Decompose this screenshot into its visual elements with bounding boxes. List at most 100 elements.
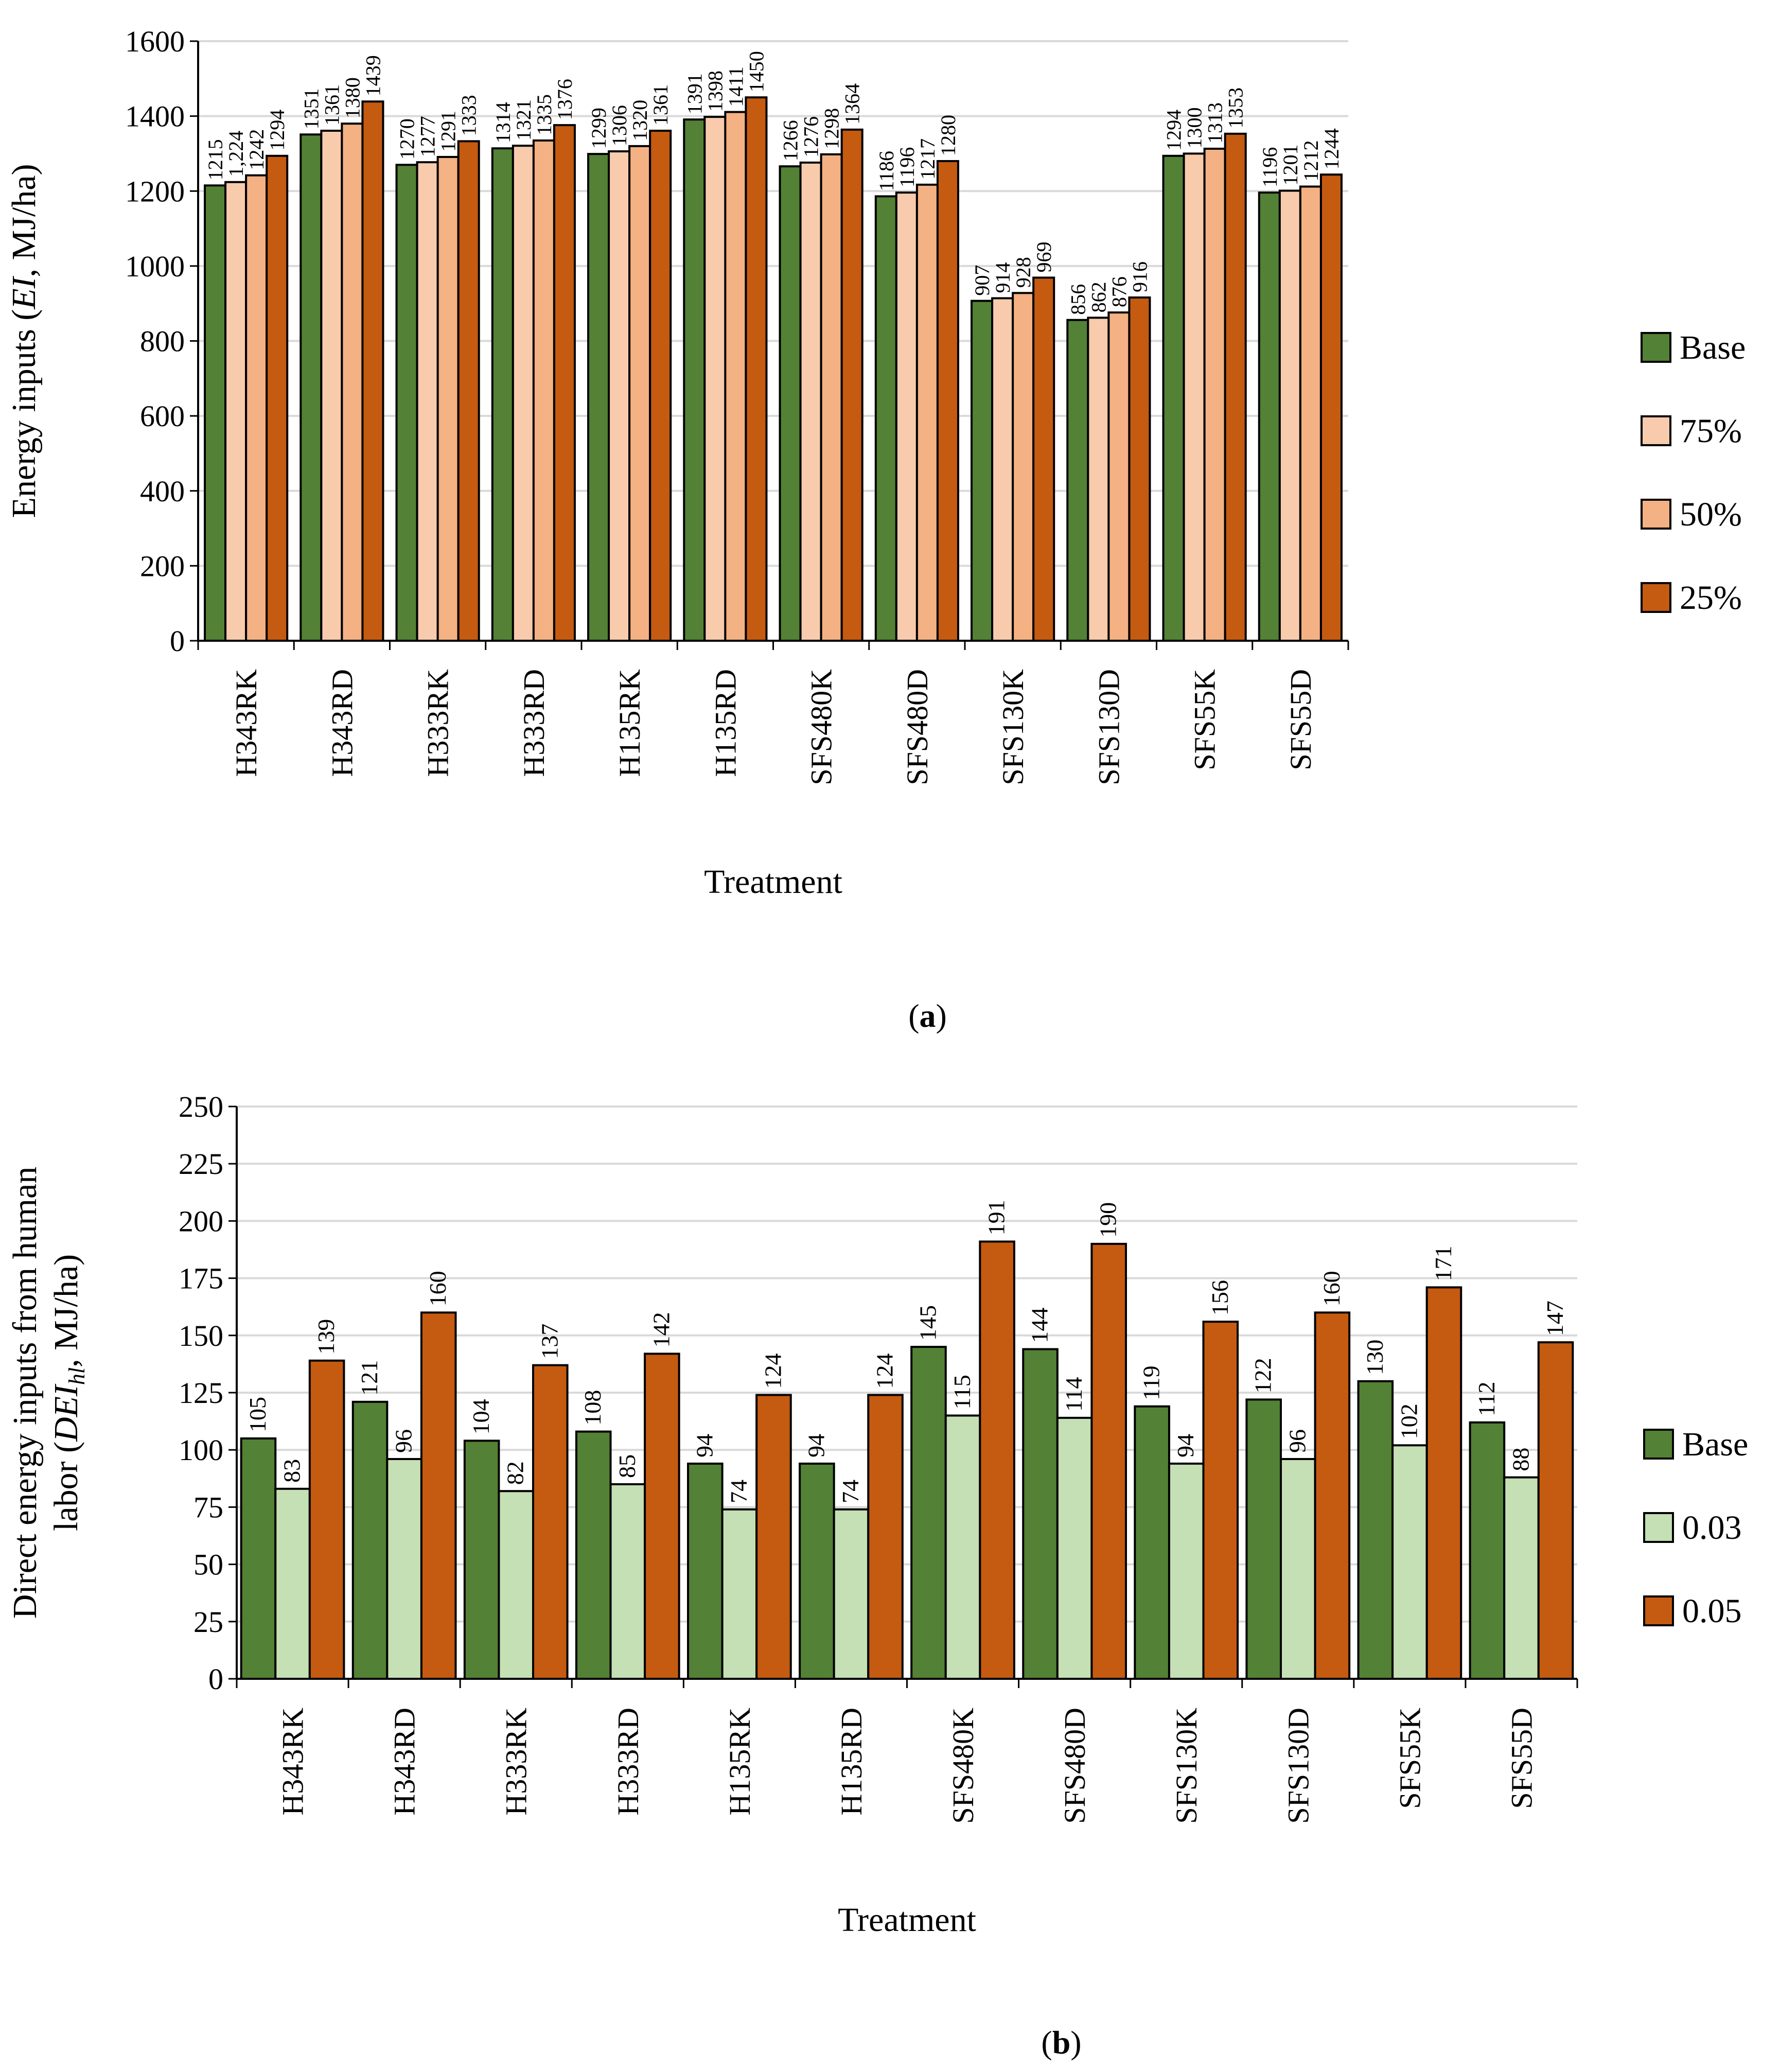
panel-a-bar-h343rd-50 bbox=[342, 124, 362, 641]
panel-b-x-tick-label-h135rk: H135RK bbox=[723, 1708, 756, 1816]
panel-a-data-label-h135rd-base: 1391 bbox=[683, 73, 706, 114]
panel-b-x-tick-label-sfs130k: SFS130K bbox=[1170, 1708, 1203, 1824]
panel-a-bar-sfs55k-base bbox=[1164, 156, 1184, 641]
panel-a-data-label-sfs480k-25: 1364 bbox=[841, 83, 864, 125]
panel-a-data-label-sfs480d-base: 1186 bbox=[875, 151, 898, 191]
panel-b-bar-h343rd-base bbox=[353, 1402, 387, 1679]
panel-b-y-tick-label-250: 250 bbox=[179, 1090, 223, 1123]
panel-a-data-label-h343rd-25: 1439 bbox=[361, 55, 384, 96]
panel-b-bar-h343rk-base bbox=[241, 1438, 276, 1679]
panel-a-legend-swatch-25 bbox=[1642, 583, 1670, 612]
panel-a-x-tick-label-sfs480k: SFS480K bbox=[805, 669, 838, 785]
panel-a-data-label-sfs55k-25: 1353 bbox=[1224, 87, 1247, 129]
panel-a-data-label-h333rd-25: 1376 bbox=[553, 79, 576, 120]
panel-b-x-tick-label-h135rd: H135RD bbox=[835, 1708, 868, 1815]
panel-a-caption-letter: a bbox=[920, 997, 936, 1034]
panel-b-legend-swatch-0-05 bbox=[1644, 1596, 1673, 1625]
panel-a-data-label-h333rk-25: 1333 bbox=[457, 95, 481, 136]
panel-b-data-label-sfs130k-0-05: 156 bbox=[1207, 1280, 1233, 1315]
panel-a-data-label-sfs130k-75: 914 bbox=[991, 262, 1014, 293]
panel-b-x-tick-label-h333rk: H333RK bbox=[500, 1708, 533, 1816]
panel-b-x-tick-label-h343rk: H343RK bbox=[276, 1708, 310, 1816]
panel-b-x-tick-label-h343rd: H343RD bbox=[388, 1708, 421, 1815]
panel-a-x-tick-label-h343rk: H343RK bbox=[230, 669, 263, 777]
panel-b-bar-h333rk-0-03 bbox=[499, 1491, 533, 1679]
panel-a-y-tick-label-1600: 1600 bbox=[125, 25, 185, 58]
panel-b-bar-h135rk-base bbox=[688, 1464, 722, 1679]
panel-a-bar-sfs130k-25 bbox=[1033, 277, 1054, 641]
panel-a-bar-sfs480d-base bbox=[876, 196, 896, 641]
panel-a-data-label-h343rk-75: 1,224 bbox=[224, 131, 248, 177]
panel-a-y-axis-title-part-0: Energy inputs ( bbox=[5, 309, 43, 518]
panel-a-data-label-sfs480k-50: 1298 bbox=[820, 108, 843, 149]
panel-a-data-label-sfs55d-50: 1212 bbox=[1299, 141, 1323, 182]
panel-a-bar-sfs55d-75 bbox=[1280, 191, 1300, 641]
panel-b-data-label-h333rk-0-05: 137 bbox=[536, 1324, 562, 1359]
panel-b-data-label-h333rk-0-03: 82 bbox=[502, 1461, 528, 1485]
panel-a-bar-h333rd-base bbox=[492, 148, 513, 641]
panel-a-bar-h343rk-base bbox=[205, 185, 225, 641]
panel-a-bar-sfs55k-25 bbox=[1225, 134, 1246, 641]
panel-b-y-tick-label-200: 200 bbox=[179, 1204, 223, 1238]
panel-b-bar-sfs130d-0-05 bbox=[1315, 1312, 1350, 1679]
panel-a-bar-h135rk-75 bbox=[609, 151, 629, 641]
panel-b-bar-h333rk-base bbox=[465, 1441, 499, 1679]
panel-b-bar-sfs480k-base bbox=[911, 1347, 946, 1679]
panel-b-y-tick-label-50: 50 bbox=[193, 1548, 223, 1582]
panel-b-data-label-sfs480d-0-05: 190 bbox=[1095, 1202, 1121, 1238]
panel-a-bar-h343rk-50 bbox=[246, 175, 267, 641]
panel-a-bar-sfs480d-75 bbox=[896, 192, 917, 641]
panel-b-data-label-h343rd-0-05: 160 bbox=[425, 1271, 451, 1306]
panel-a-data-label-h343rd-50: 1380 bbox=[341, 77, 364, 118]
panel-b-data-label-h135rd-0-05: 124 bbox=[872, 1353, 898, 1389]
panel-a-bar-h343rk-25 bbox=[267, 156, 287, 641]
panel-a-x-tick-label-sfs55k: SFS55K bbox=[1188, 669, 1222, 770]
panel-b-bar-h333rd-base bbox=[576, 1432, 611, 1679]
panel-a-legend-label-50: 50% bbox=[1680, 496, 1742, 533]
panel-b-caption-letter: b bbox=[1052, 2024, 1071, 2061]
panel-a-data-label-sfs55d-base: 1196 bbox=[1258, 147, 1281, 188]
panel-a-y-tick-label-800: 800 bbox=[140, 325, 185, 358]
panel-b-data-label-sfs480k-base: 145 bbox=[914, 1305, 941, 1341]
panel-b-bar-sfs55k-0-05 bbox=[1427, 1287, 1461, 1679]
panel-b-data-label-sfs130k-0-03: 94 bbox=[1172, 1434, 1199, 1458]
panel-b-bar-h333rd-0-03 bbox=[611, 1484, 645, 1679]
panel-a-data-label-sfs480d-75: 1196 bbox=[895, 147, 919, 188]
panel-a-data-label-sfs55k-base: 1294 bbox=[1162, 110, 1186, 151]
panel-b-legend-label-base: Base bbox=[1682, 1426, 1748, 1463]
panel-b-y-tick-label-75: 75 bbox=[193, 1490, 223, 1524]
panel-b-data-label-h333rk-base: 104 bbox=[468, 1399, 494, 1434]
panel-b-data-label-h333rd-base: 108 bbox=[579, 1390, 606, 1426]
panel-a-x-tick-label-sfs130d: SFS130D bbox=[1092, 669, 1125, 785]
panel-a-bar-h343rd-25 bbox=[362, 101, 383, 641]
panel-a-data-label-h135rk-50: 1320 bbox=[628, 100, 651, 141]
panel-b-caption: (b) bbox=[1041, 2024, 1081, 2061]
panel-a-data-label-sfs55k-75: 1300 bbox=[1183, 107, 1206, 148]
panel-b-bar-sfs55k-0-03 bbox=[1393, 1445, 1427, 1679]
panel-b-data-label-sfs480k-0-03: 115 bbox=[949, 1375, 975, 1409]
panel-a-legend-label-25: 25% bbox=[1680, 579, 1742, 617]
panel-a-legend-swatch-50 bbox=[1642, 500, 1670, 529]
panel-b-bar-sfs55d-0-05 bbox=[1539, 1342, 1573, 1679]
panel-a-legend-swatch-base bbox=[1642, 333, 1670, 362]
panel-b-y-tick-label-25: 25 bbox=[193, 1605, 223, 1639]
panel-b-data-label-sfs55k-0-03: 102 bbox=[1396, 1403, 1422, 1439]
panel-b-bar-sfs480k-0-05 bbox=[980, 1241, 1014, 1679]
panel-a-bar-h343rd-base bbox=[301, 134, 321, 641]
panel-a-x-tick-label-h333rk: H333RK bbox=[421, 669, 455, 777]
panel-a-bar-h343rd-75 bbox=[321, 131, 342, 641]
panel-a-caption-close: ) bbox=[936, 997, 947, 1034]
panel-a-data-label-h135rd-25: 1450 bbox=[745, 51, 768, 92]
panel-a-bar-sfs480k-25 bbox=[842, 130, 862, 641]
panel-b-bar-h343rk-0-03 bbox=[275, 1489, 310, 1679]
panel-b-bar-h135rd-base bbox=[800, 1464, 834, 1679]
panel-a-bar-h333rk-base bbox=[397, 165, 417, 641]
panel-a-data-label-h333rk-75: 1277 bbox=[416, 116, 439, 157]
panel-b-y-tick-label-0: 0 bbox=[208, 1662, 223, 1696]
panel-b-caption-open: ( bbox=[1041, 2024, 1052, 2061]
panel-a-bar-h135rk-50 bbox=[629, 146, 650, 641]
panel-a-legend-label-75: 75% bbox=[1680, 412, 1742, 450]
panel-b-data-label-h333rd-0-03: 85 bbox=[614, 1454, 640, 1478]
panel-b-y-tick-label-225: 225 bbox=[179, 1147, 223, 1181]
panel-b-data-label-sfs130k-base: 119 bbox=[1138, 1365, 1165, 1400]
